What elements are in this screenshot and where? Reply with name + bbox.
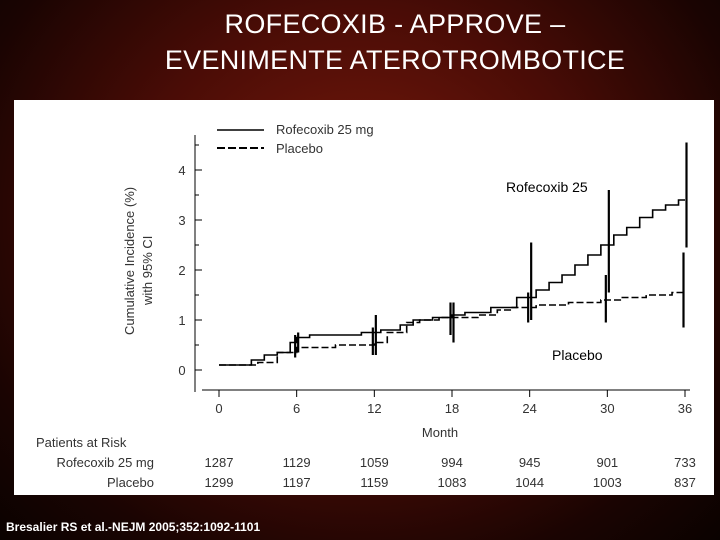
risk-cell: 1129 <box>283 455 311 470</box>
x-tick-label: 0 <box>215 401 222 416</box>
x-tick-label: 24 <box>522 401 536 416</box>
series-line-placebo <box>219 291 685 366</box>
risk-row-label-placebo: Placebo <box>107 475 154 490</box>
risk-row-label-rofecoxib: Rofecoxib 25 mg <box>56 455 154 470</box>
risk-cell: 1159 <box>360 475 388 490</box>
risk-cell: 1059 <box>360 455 389 470</box>
y-tick-label: 4 <box>178 163 185 178</box>
risk-cell: 1197 <box>283 475 311 490</box>
risk-cell: 945 <box>519 455 541 470</box>
risk-cell: 994 <box>441 455 463 470</box>
risk-cell: 837 <box>674 475 696 490</box>
risk-cells: 1287 1129 1059 994 945 901 733 1299 1197 1159 1083… <box>205 455 696 490</box>
x-tick-label: 12 <box>367 401 381 416</box>
risk-cell: 1003 <box>593 475 622 490</box>
x-ticks: 0 6 12 18 24 30 36 <box>215 390 692 416</box>
x-tick-label: 18 <box>445 401 459 416</box>
y-ticks: 0 1 2 3 4 <box>178 144 202 378</box>
citation: Bresalier RS et al.-NEJM 2005;352:1092-1… <box>6 520 261 534</box>
y-tick-label: 2 <box>178 263 185 278</box>
title-line-1: ROFECOXIB - APPROVE – <box>224 9 566 39</box>
risk-cell: 1299 <box>205 475 234 490</box>
x-tick-label: 30 <box>600 401 614 416</box>
title-line-2: EVENIMENTE ATEROTROMBOTICE <box>164 45 626 75</box>
x-tick-label: 36 <box>678 401 692 416</box>
annotation-rofecoxib: Rofecoxib 25 <box>506 179 588 195</box>
y-axis-label-line1: Cumulative Incidence (%) <box>122 187 137 335</box>
risk-cell: 901 <box>596 455 618 470</box>
legend: Rofecoxib 25 mg Placebo <box>217 122 374 156</box>
risk-table: Patients at Risk Rofecoxib 25 mg Placebo… <box>36 435 696 490</box>
slide-title: ROFECOXIB - APPROVE – EVENIMENTE ATEROTR… <box>0 6 720 78</box>
risk-table-heading: Patients at Risk <box>36 435 127 450</box>
legend-label-placebo: Placebo <box>276 141 323 156</box>
x-tick-label: 6 <box>293 401 300 416</box>
y-tick-label: 1 <box>178 313 185 328</box>
y-tick-label: 0 <box>178 363 185 378</box>
legend-label-rofecoxib: Rofecoxib 25 mg <box>276 122 374 137</box>
risk-cell: 1287 <box>205 455 234 470</box>
annotation-placebo: Placebo <box>552 347 603 363</box>
series-line-rofecoxib <box>219 199 685 366</box>
risk-cell: 1083 <box>438 475 467 490</box>
y-axis-label-line2: with 95% CI <box>140 236 155 306</box>
risk-cell: 1044 <box>515 475 544 490</box>
x-axis-label: Month <box>422 425 458 440</box>
series-group <box>219 142 688 366</box>
risk-cell: 733 <box>674 455 696 470</box>
chart-axes <box>194 135 690 392</box>
y-tick-label: 3 <box>178 213 185 228</box>
